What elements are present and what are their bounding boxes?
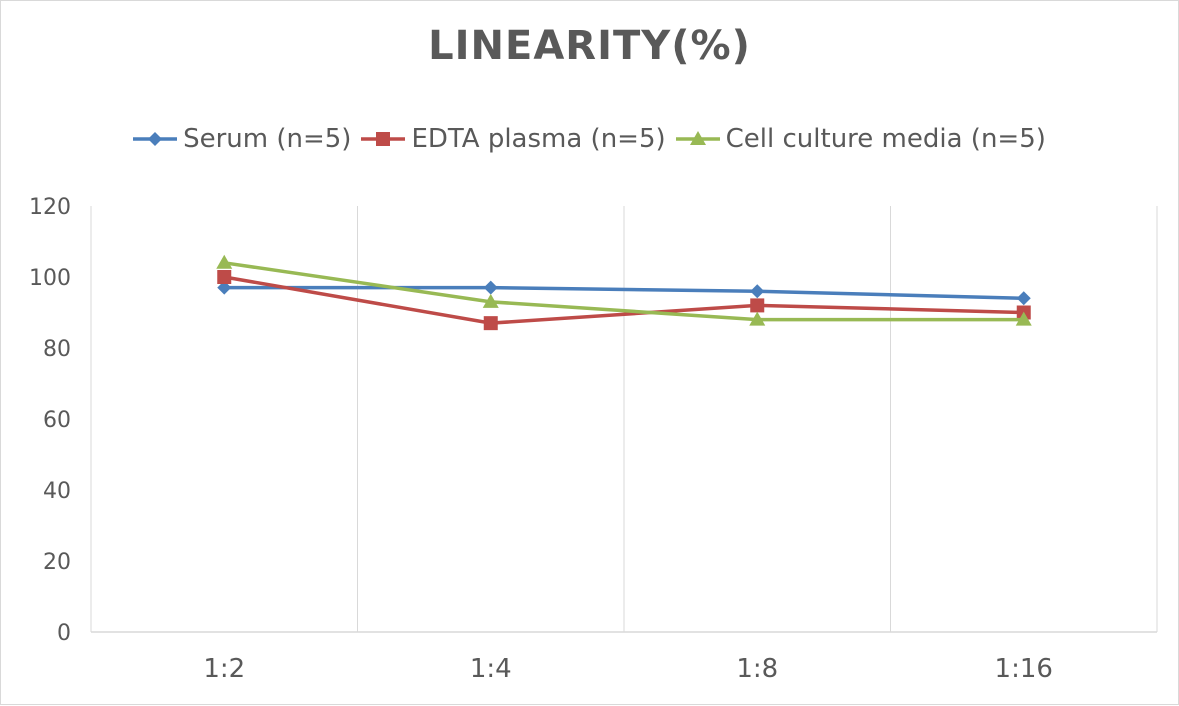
series-line-1 [223,275,1024,325]
chart-title: LINEARITY(%) [428,23,751,69]
data-point [217,280,232,295]
legend-marker [148,132,163,146]
legend-marker-icon [133,132,178,146]
legend-marker [689,131,706,145]
legend: Serum (n=5) EDTA plasma (n=5) Cell culture… [1,124,1178,154]
legend-marker-icon [675,131,720,145]
x-tick-label: 1:8 [736,654,778,684]
legend-marker-icon [361,132,406,146]
y-tick-label: 0 [57,621,71,646]
data-point [1016,291,1031,306]
legend-marker [376,132,391,146]
y-tick-label: 20 [43,550,71,575]
series-line-0 [224,285,1024,301]
data-point [1015,311,1032,326]
data-point [483,316,498,331]
series-line-2 [223,261,1024,322]
data-point [750,284,765,299]
legend-label: EDTA plasma (n=5) [411,124,666,154]
x-tick-label: 1:4 [470,654,512,684]
legend-label: Cell culture media (n=5) [725,124,1046,154]
y-tick-label: 60 [43,408,71,433]
x-tick-label: 1:16 [995,654,1053,684]
legend-label: Serum (n=5) [183,124,352,154]
y-tick-label: 100 [29,266,71,291]
data-point [750,298,765,313]
data-point [217,270,232,284]
data-point [482,293,499,308]
legend-item: EDTA plasma (n=5) [361,124,666,154]
x-tick-label: 1:2 [203,654,245,684]
legend-item: Serum (n=5) [133,124,351,154]
data-point [749,311,766,326]
data-point [483,280,498,295]
y-tick-label: 120 [29,195,71,220]
data-point [216,254,233,269]
legend-item: Cell culture media (n=5) [675,124,1046,154]
y-tick-label: 80 [43,337,71,362]
y-tick-label: 40 [43,479,71,504]
